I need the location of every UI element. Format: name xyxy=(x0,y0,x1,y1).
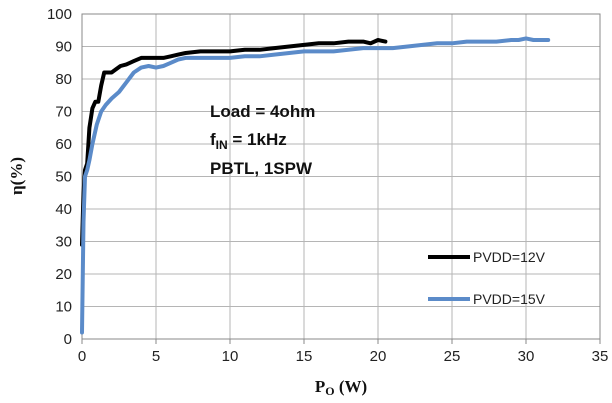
y-axis-title: η(%) xyxy=(7,157,26,195)
annotation-line-1: Load = 4ohm xyxy=(210,102,315,121)
y-tick-label: 40 xyxy=(55,201,72,218)
series-lines xyxy=(80,36,551,335)
y-tick-label: 30 xyxy=(55,234,72,251)
legend-label-1: PVDD=12V xyxy=(473,249,546,265)
x-axis-title-main: P xyxy=(315,377,325,396)
x-tick-label: 5 xyxy=(152,348,160,365)
x-tick-label: 20 xyxy=(370,348,387,365)
x-axis-title-unit: (W) xyxy=(335,377,368,396)
annotation-line-3: PBTL, 1SPW xyxy=(210,159,313,178)
y-tick-label: 50 xyxy=(55,169,72,186)
series-line-1 xyxy=(80,38,388,247)
x-tick-label: 15 xyxy=(296,348,313,365)
y-tick-label: 100 xyxy=(47,6,72,23)
annotation-line-2-main: f xyxy=(210,130,216,149)
x-axis-title-sub: O xyxy=(325,384,334,398)
annotation: Load = 4ohm fIN = 1kHz PBTL, 1SPW xyxy=(210,102,315,178)
x-tick-label: 25 xyxy=(444,348,461,365)
plot-frame xyxy=(81,13,601,340)
y-tick-label: 90 xyxy=(55,39,72,56)
x-tick-label: 30 xyxy=(518,348,535,365)
y-tick-label: 10 xyxy=(55,299,72,316)
legend-label-2: PVDD=15V xyxy=(473,291,546,307)
annotation-line-2-sub: IN xyxy=(216,138,228,152)
y-tick-label: 0 xyxy=(64,331,72,348)
y-tick-label: 60 xyxy=(55,136,72,153)
x-axis-title: PO (W) xyxy=(315,377,367,398)
y-tick-label: 70 xyxy=(55,104,72,121)
legend: PVDD=12V PVDD=15V xyxy=(428,249,546,307)
x-tick-label: 35 xyxy=(592,348,609,365)
series-line-2 xyxy=(80,36,551,335)
annotation-line-2-rest: = 1kHz xyxy=(228,130,287,149)
annotation-line-2: fIN = 1kHz xyxy=(210,130,287,152)
tick-labels: 0 10 20 30 40 50 60 70 80 90 100 0 5 10 15 20 25 30 35 xyxy=(47,6,608,365)
y-tick-label: 20 xyxy=(55,266,72,283)
x-tick-label: 0 xyxy=(78,348,86,365)
y-tick-label: 80 xyxy=(55,71,72,88)
x-tick-label: 10 xyxy=(222,348,239,365)
